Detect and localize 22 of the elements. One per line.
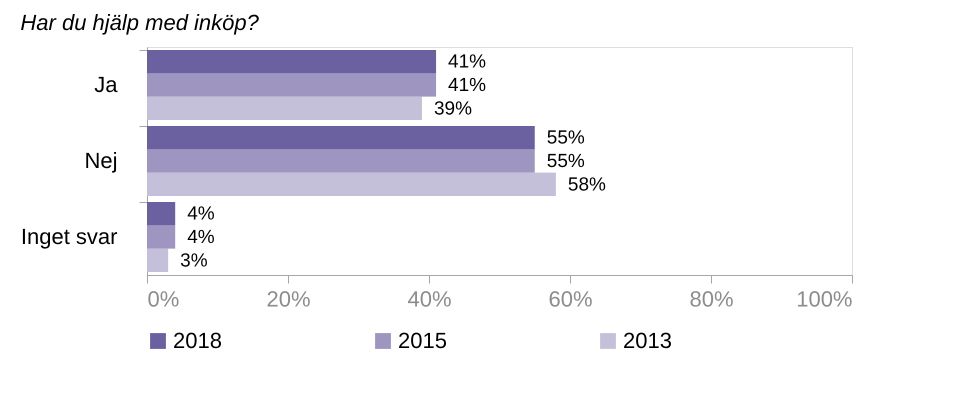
- legend-label: 2018: [173, 328, 222, 353]
- x-tick-label: 20%: [266, 286, 311, 312]
- data-label: 55%: [546, 151, 585, 172]
- x-tick-label: 0%: [148, 286, 180, 312]
- data-label: 39%: [434, 98, 472, 120]
- data-label: 41%: [448, 52, 486, 73]
- data-label: 4%: [187, 227, 215, 248]
- x-tick-label: 40%: [407, 286, 452, 312]
- y-tick-label: Ja: [94, 72, 118, 97]
- legend-label: 2013: [623, 328, 672, 353]
- chart-title: Har du hjälp med inköp?: [20, 10, 260, 35]
- data-label: 3%: [180, 250, 208, 272]
- y-tick-label: Inget svar: [20, 224, 118, 249]
- data-label: 58%: [568, 174, 606, 196]
- x-tick-label: 80%: [689, 286, 734, 312]
- data-label: 4%: [187, 204, 215, 225]
- data-label: 41%: [448, 75, 486, 96]
- x-tick-label: 100%: [796, 286, 852, 312]
- data-label: 55%: [546, 128, 585, 149]
- legend-label: 2015: [398, 328, 447, 353]
- x-tick-label: 60%: [548, 286, 593, 312]
- y-tick-label: Nej: [84, 148, 118, 173]
